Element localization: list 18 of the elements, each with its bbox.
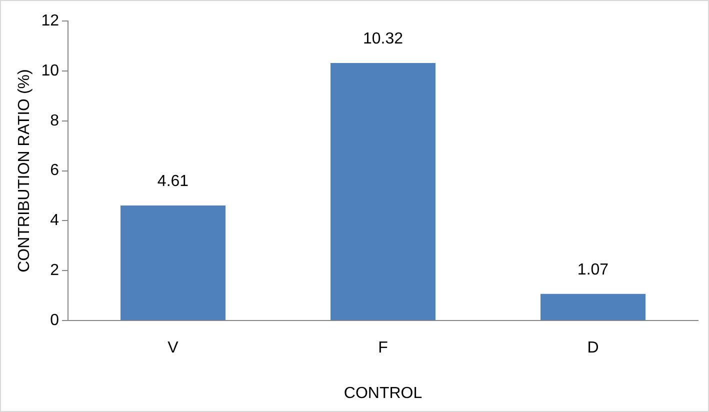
y-tick-label: 6 bbox=[50, 162, 60, 180]
x-tick-label: D bbox=[587, 340, 599, 357]
x-tick-label: V bbox=[168, 340, 179, 357]
data-label: 4.61 bbox=[157, 172, 189, 190]
bar bbox=[120, 206, 226, 320]
x-tick-label: F bbox=[378, 340, 388, 357]
y-axis-title: CONTRIBUTION RATIO (%) bbox=[16, 69, 34, 272]
y-tick-label: 12 bbox=[41, 12, 60, 30]
y-tick-label: 0 bbox=[50, 312, 60, 330]
y-tick-label: 2 bbox=[50, 262, 60, 280]
bar bbox=[330, 62, 436, 320]
y-tick-label: 8 bbox=[50, 112, 60, 130]
data-label: 10.32 bbox=[362, 30, 404, 48]
y-tick-label: 10 bbox=[41, 62, 60, 80]
data-label: 1.07 bbox=[577, 261, 609, 278]
x-axis-title: CONTROL bbox=[344, 384, 422, 402]
y-tick-label: 4 bbox=[50, 212, 60, 230]
bar bbox=[540, 294, 646, 320]
